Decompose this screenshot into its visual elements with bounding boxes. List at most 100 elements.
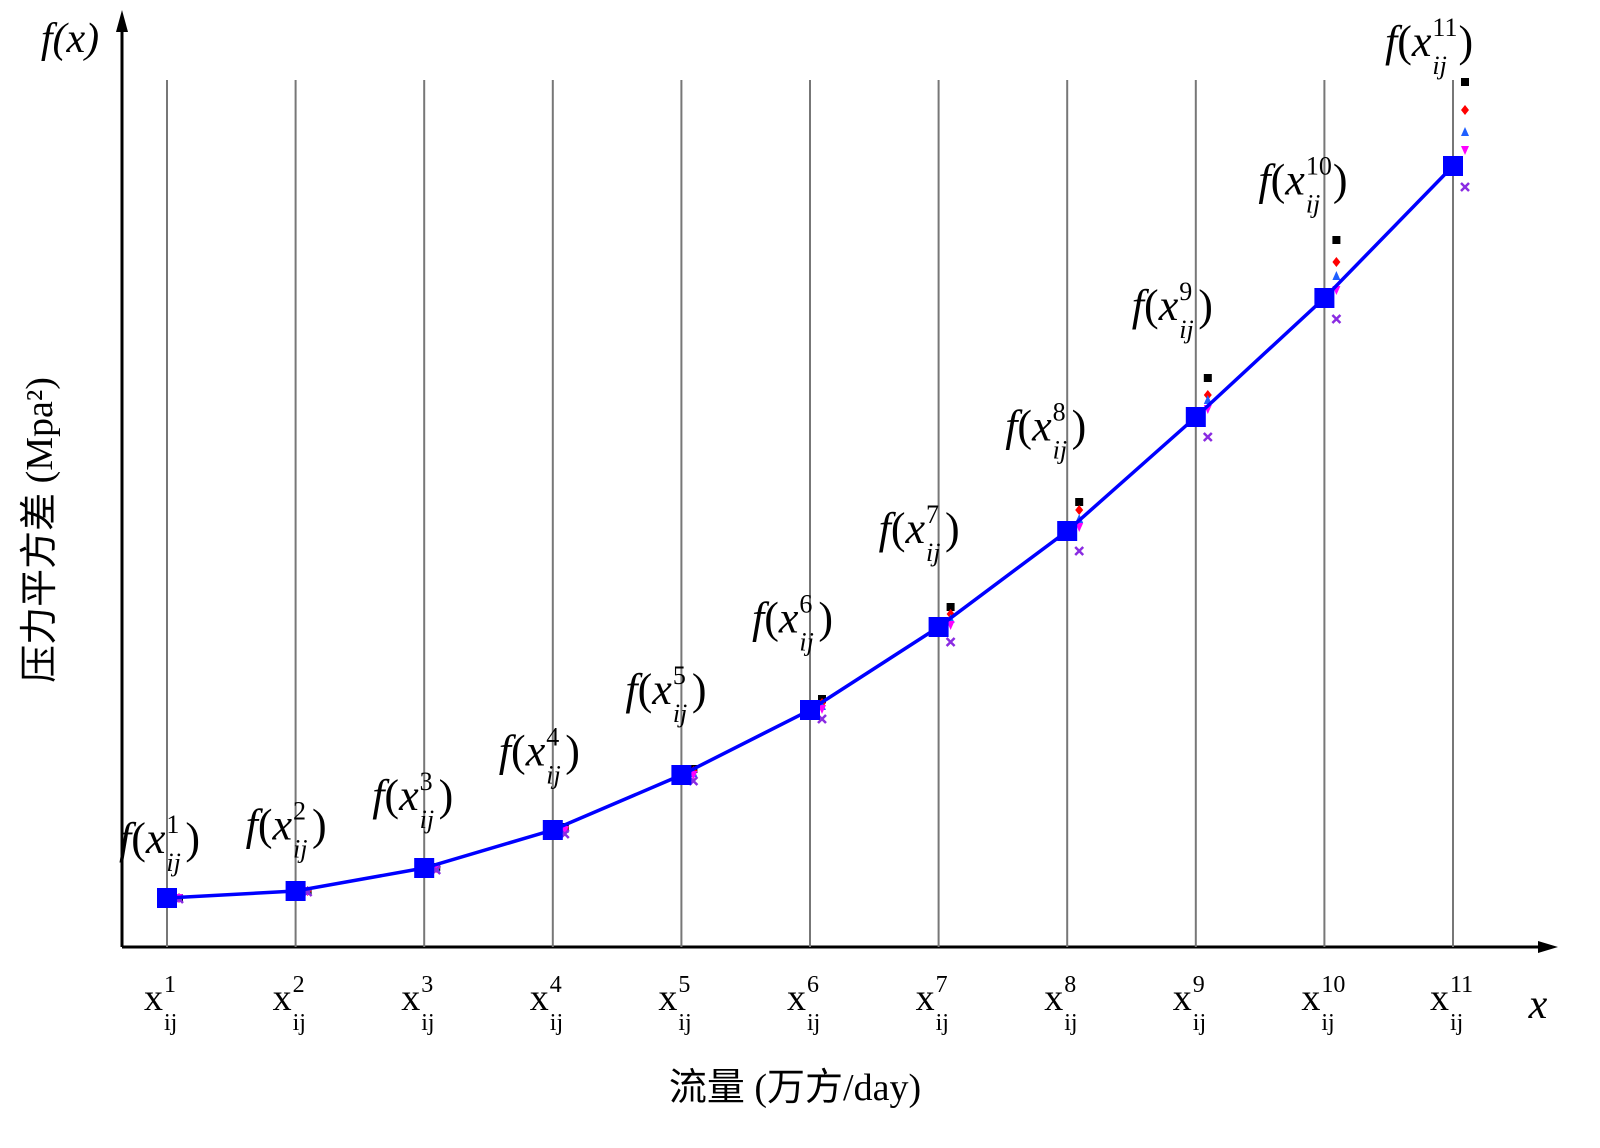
x-tick-label-sub: ij (678, 1010, 691, 1036)
point-label: f(x (246, 801, 293, 850)
point-label-sup: 4 (546, 723, 559, 752)
x-tick-label-sup: 8 (1064, 972, 1076, 998)
x-tick-label-sub: ij (1321, 1010, 1334, 1036)
marker (1443, 156, 1463, 176)
point-label: f(x (625, 665, 672, 714)
point-label-sup: 3 (420, 767, 433, 796)
point-label: f(x (1258, 156, 1305, 205)
point-label-sub: ij (166, 848, 180, 877)
point-label-part: ( (258, 801, 273, 850)
x-tick-label: x (787, 977, 806, 1019)
x-tick-label-sub: ij (936, 1010, 949, 1036)
x-tick-label: x (916, 977, 935, 1019)
x-tick-label: x (1301, 977, 1320, 1019)
point-label-part: x (1158, 281, 1179, 330)
point-label-sub: ij (673, 699, 687, 728)
point-label-part: x (904, 504, 925, 553)
x-tick-label-sub: ij (293, 1010, 306, 1036)
marker (1203, 374, 1212, 382)
point-label-sup: 9 (1179, 277, 1192, 306)
marker (157, 888, 177, 908)
marker (1202, 432, 1213, 442)
point-label-sup: 6 (799, 590, 812, 619)
point-label-sup: 5 (673, 661, 686, 690)
point-label-sub: ij (546, 761, 560, 790)
point-label: f(x (752, 594, 799, 643)
point-label-sup: 1 (166, 810, 179, 839)
marker (414, 858, 435, 878)
point-label: f(x (119, 814, 166, 863)
point-label-part: x (1031, 402, 1052, 451)
point-label: f(x (1132, 281, 1179, 330)
x-axis-end-label: x (1528, 982, 1548, 1028)
point-label-part: ( (1397, 17, 1412, 66)
x-tick-label-sup: 9 (1193, 972, 1205, 998)
point-label-part: x (651, 665, 672, 714)
point-label: f(x (372, 771, 419, 820)
point-label-close: ) (945, 504, 960, 553)
marker (1075, 505, 1084, 515)
x-axis-label: 流量 (万方/day) (669, 1067, 921, 1109)
x-tick-label: x (1430, 977, 1449, 1019)
marker (1461, 105, 1469, 115)
x-tick-label-sub: ij (550, 1010, 563, 1036)
point-label-part: x (525, 727, 546, 776)
x-tick-label-sup: 3 (421, 972, 433, 998)
x-tick-label-sup: 10 (1321, 972, 1345, 998)
marker (1461, 78, 1469, 86)
point-label-part: x (398, 771, 419, 820)
point-label-part: ( (764, 594, 779, 643)
point-label: f(x (1385, 17, 1432, 66)
point-label-close: ) (692, 665, 707, 714)
point-label-sup: 7 (926, 500, 939, 529)
marker (1074, 546, 1085, 556)
x-tick-label: x (1044, 977, 1063, 1019)
point-label-part: ( (638, 665, 653, 714)
point-label-close: ) (818, 594, 833, 643)
marker (928, 617, 949, 637)
marker (1314, 288, 1335, 308)
point-label-part: ( (131, 814, 146, 863)
marker (946, 603, 955, 611)
marker (1461, 127, 1469, 136)
point-label-sup: 10 (1306, 152, 1332, 181)
point-label-sub: ij (293, 835, 307, 864)
marker (1075, 498, 1084, 506)
point-label-sub: ij (1432, 51, 1446, 80)
x-tick-label-sup: 11 (1450, 972, 1473, 998)
point-label-sub: ij (799, 628, 813, 657)
marker (1461, 146, 1469, 155)
x-tick-label-sub: ij (1064, 1010, 1077, 1036)
x-tick-label: x (401, 977, 420, 1019)
point-label-part: x (778, 594, 799, 643)
point-label-part: ( (511, 727, 526, 776)
marker (1332, 257, 1341, 267)
point-label-sub: ij (926, 538, 940, 567)
point-label-close: ) (1333, 156, 1348, 205)
x-tick-label: x (530, 977, 549, 1019)
point-label-part: ( (1017, 402, 1032, 451)
x-tick-label-sup: 7 (936, 972, 948, 998)
point-label-close: ) (1458, 17, 1473, 66)
x-tick-label-sup: 2 (293, 972, 305, 998)
marker (671, 765, 692, 785)
x-tick-label: x (273, 977, 292, 1019)
marker (285, 881, 306, 901)
x-tick-label-sub: ij (164, 1010, 177, 1036)
point-label-part: ( (1271, 156, 1286, 205)
marker (1332, 271, 1341, 280)
y-axis-end-label: f(x) (41, 16, 99, 62)
x-tick-label-sub: ij (807, 1010, 820, 1036)
point-label-close: ) (185, 814, 200, 863)
point-label-sup: 8 (1053, 398, 1066, 427)
x-tick-label-sup: 5 (678, 972, 690, 998)
x-tick-label: x (1173, 977, 1192, 1019)
point-label-close: ) (1072, 402, 1087, 451)
point-label-close: ) (1198, 281, 1213, 330)
point-label-sub: ij (420, 805, 434, 834)
marker (800, 700, 820, 720)
point-label-part: x (1284, 156, 1305, 205)
y-axis-label: 压力平方差 (Mpa²) (19, 377, 61, 683)
point-label-part: ( (384, 771, 399, 820)
